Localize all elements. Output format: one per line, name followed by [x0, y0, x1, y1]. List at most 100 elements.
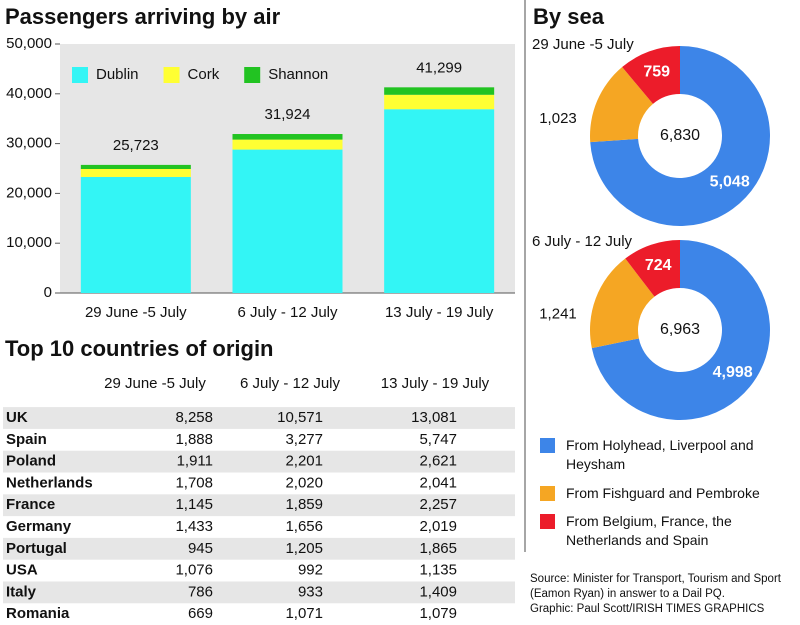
- table-cell: 2,621: [419, 453, 457, 470]
- table-cell: 1,409: [419, 583, 457, 600]
- donut-total: 6,963: [660, 321, 700, 338]
- row-label: USA: [6, 562, 38, 579]
- y-tick-label: 20,000: [6, 184, 52, 201]
- row-label: Germany: [6, 518, 72, 535]
- donut-slice: [590, 258, 655, 349]
- table-cell: 2,020: [285, 474, 323, 491]
- donut-slice: [590, 67, 653, 143]
- row-label: France: [6, 496, 55, 513]
- y-tick-label: 40,000: [6, 85, 52, 102]
- table-cell: 1,071: [285, 605, 323, 622]
- column-header: 6 July - 12 July: [240, 375, 341, 392]
- table-cell: 1,135: [419, 562, 457, 579]
- table-cell: 669: [188, 605, 213, 622]
- donut-slice: [590, 46, 771, 226]
- x-tick-label: 6 July - 12 July: [237, 304, 338, 321]
- table-cell: 1,433: [175, 518, 213, 535]
- legend-swatch: [540, 514, 555, 529]
- bar-segment: [232, 149, 343, 293]
- table-cell: 2,201: [285, 453, 323, 470]
- legend-swatch: [540, 438, 555, 453]
- pie-subtitle: 29 June -5 July: [532, 36, 634, 53]
- row-stripe: [3, 537, 515, 560]
- column-header: 29 June -5 July: [104, 375, 206, 392]
- donut-total: 6,830: [660, 127, 700, 144]
- total-label: 25,723: [113, 137, 159, 154]
- legend-swatch: [540, 486, 555, 501]
- row-label: Italy: [6, 583, 37, 600]
- bar-segment: [232, 139, 343, 150]
- row-label: Romania: [6, 605, 70, 622]
- table-title: Top 10 countries of origin: [5, 336, 274, 361]
- row-label: Portugal: [6, 540, 67, 557]
- source: Source: Minister for Transport, Tourism …: [530, 573, 781, 600]
- row-label: Spain: [6, 431, 47, 448]
- y-tick-label: 0: [44, 284, 52, 301]
- bar-segment: [80, 168, 191, 177]
- y-tick-label: 50,000: [6, 35, 52, 52]
- pie-subtitle: 6 July - 12 July: [532, 233, 633, 250]
- donut-slice: [591, 240, 770, 420]
- legend-swatch: [72, 67, 88, 83]
- table-cell: 933: [298, 583, 323, 600]
- column-header: 13 July - 19 July: [381, 375, 490, 392]
- row-label: UK: [6, 409, 28, 426]
- table-cell: 1,656: [285, 518, 323, 535]
- table-cell: 3,277: [285, 431, 323, 448]
- table-cell: 8,258: [175, 409, 213, 426]
- row-stripe: [3, 494, 515, 517]
- legend-label: Cork: [188, 66, 220, 83]
- slice-label: 759: [643, 63, 670, 80]
- bar-segment: [384, 87, 495, 95]
- table-cell: 1,888: [175, 431, 213, 448]
- donut-slice: [622, 46, 680, 104]
- table-cell: 1,865: [419, 540, 457, 557]
- table-cell: 786: [188, 583, 213, 600]
- table-cell: 1,145: [175, 496, 213, 513]
- legend-label: From Belgium, France, the Netherlands an…: [566, 513, 732, 548]
- legend-label: From Fishguard and Pembroke: [566, 485, 760, 501]
- legend-swatch: [163, 67, 180, 83]
- y-tick-label: 10,000: [6, 234, 52, 251]
- slice-label: 1,023: [539, 110, 577, 127]
- slice-label: 4,998: [713, 364, 753, 381]
- row-stripe: [3, 450, 515, 473]
- table-cell: 1,708: [175, 474, 213, 491]
- table-cell: 10,571: [277, 409, 323, 426]
- legend-label: Shannon: [268, 66, 328, 83]
- x-tick-label: 13 July - 19 July: [385, 304, 494, 321]
- legend-swatch: [244, 67, 261, 83]
- table-cell: 945: [188, 540, 213, 557]
- total-label: 31,924: [265, 106, 311, 123]
- row-stripe: [3, 581, 515, 604]
- slice-label: 5,048: [710, 174, 750, 191]
- table-cell: 5,747: [419, 431, 457, 448]
- source-note: Source: Minister for Transport, Tourism …: [530, 572, 792, 617]
- chart-title: Passengers arriving by air: [5, 4, 281, 29]
- bar-segment: [384, 109, 495, 293]
- row-stripe: [3, 407, 515, 429]
- legend-label: From Holyhead, Liverpool and Heysham: [566, 437, 754, 472]
- table-cell: 1,076: [175, 562, 213, 579]
- slice-label: 1,241: [539, 306, 577, 323]
- bar-segment: [384, 94, 495, 110]
- table-cell: 1,079: [419, 605, 457, 622]
- slice-label: 724: [645, 257, 672, 274]
- table-cell: 13,081: [411, 409, 457, 426]
- bar-segment: [80, 176, 191, 293]
- total-label: 41,299: [416, 59, 462, 76]
- row-label: Netherlands: [6, 474, 93, 491]
- x-tick-label: 29 June -5 July: [85, 304, 187, 321]
- row-label: Poland: [6, 453, 56, 470]
- credit: Graphic: Paul Scott/IRISH TIMES GRAPHICS: [530, 603, 765, 615]
- bar-segment: [80, 164, 191, 169]
- donut-slice: [625, 240, 680, 297]
- table-cell: 2,257: [419, 496, 457, 513]
- table-cell: 1,859: [285, 496, 323, 513]
- table-cell: 2,041: [419, 474, 457, 491]
- y-tick-label: 30,000: [6, 135, 52, 152]
- table-cell: 1,205: [285, 540, 323, 557]
- table-cell: 992: [298, 562, 323, 579]
